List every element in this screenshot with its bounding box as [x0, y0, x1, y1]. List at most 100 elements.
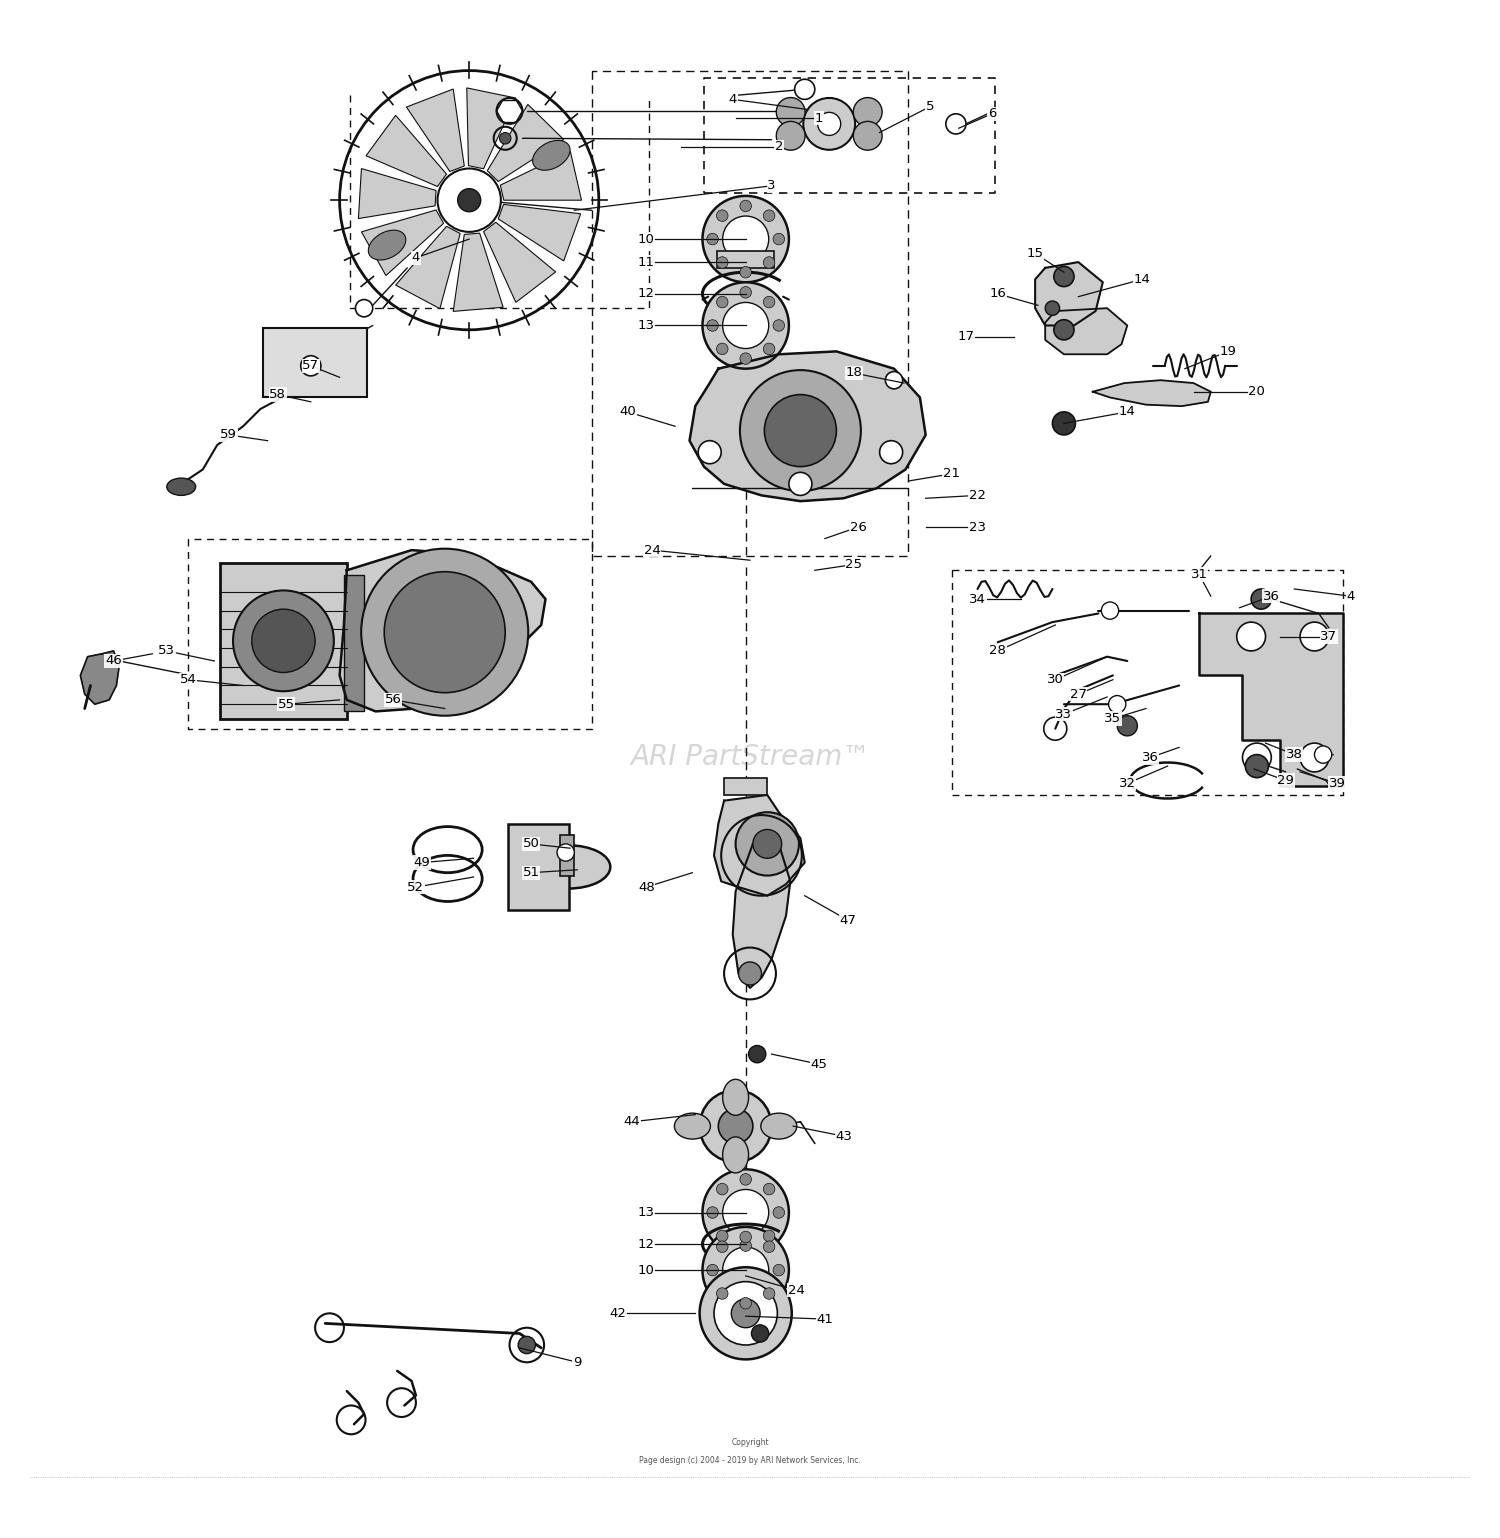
Text: 6: 6	[987, 108, 996, 120]
Ellipse shape	[532, 140, 570, 171]
Text: 58: 58	[268, 388, 286, 401]
Circle shape	[702, 283, 789, 369]
Text: 26: 26	[849, 520, 867, 534]
Circle shape	[1236, 621, 1266, 651]
Circle shape	[699, 1090, 771, 1163]
Polygon shape	[714, 795, 804, 895]
Circle shape	[706, 1207, 718, 1218]
Circle shape	[1053, 412, 1076, 435]
Circle shape	[1251, 589, 1272, 609]
Circle shape	[702, 1227, 789, 1313]
Ellipse shape	[369, 231, 407, 260]
Circle shape	[717, 343, 728, 355]
Circle shape	[384, 572, 506, 692]
Text: 36: 36	[1263, 589, 1280, 603]
Text: 4: 4	[411, 251, 420, 265]
Circle shape	[1054, 266, 1074, 286]
Text: 50: 50	[522, 837, 540, 851]
Text: 16: 16	[988, 288, 1006, 300]
Circle shape	[723, 1247, 768, 1293]
Circle shape	[804, 98, 855, 149]
Text: 39: 39	[1329, 777, 1346, 791]
Polygon shape	[483, 223, 555, 303]
Text: 19: 19	[1220, 345, 1236, 358]
Circle shape	[777, 97, 806, 126]
Text: 9: 9	[573, 1357, 582, 1369]
Text: 36: 36	[1142, 751, 1160, 764]
Circle shape	[740, 1240, 752, 1252]
Circle shape	[765, 395, 837, 466]
Circle shape	[706, 234, 718, 245]
Circle shape	[717, 209, 728, 221]
Text: 4: 4	[1347, 589, 1354, 603]
Circle shape	[772, 1207, 784, 1218]
Circle shape	[717, 257, 728, 268]
Polygon shape	[488, 105, 564, 181]
Polygon shape	[501, 151, 582, 200]
Text: 2: 2	[774, 140, 783, 154]
Circle shape	[1300, 743, 1329, 772]
Circle shape	[1242, 743, 1272, 772]
Circle shape	[706, 320, 718, 331]
Polygon shape	[358, 169, 436, 218]
Circle shape	[717, 1230, 728, 1241]
Circle shape	[764, 1287, 776, 1300]
Text: 41: 41	[816, 1312, 834, 1326]
Circle shape	[764, 1241, 776, 1252]
Text: 31: 31	[1191, 568, 1208, 581]
Circle shape	[300, 355, 321, 375]
Circle shape	[764, 297, 776, 308]
Circle shape	[740, 200, 752, 212]
Text: 37: 37	[1320, 631, 1338, 643]
Polygon shape	[690, 351, 926, 501]
Text: 56: 56	[384, 694, 402, 706]
Circle shape	[772, 1264, 784, 1277]
Circle shape	[362, 549, 528, 715]
Circle shape	[764, 209, 776, 221]
Circle shape	[1108, 695, 1126, 712]
Text: 44: 44	[624, 1115, 640, 1129]
Text: 49: 49	[414, 857, 430, 869]
Circle shape	[714, 1281, 777, 1346]
Ellipse shape	[723, 1137, 748, 1173]
Text: 10: 10	[638, 232, 656, 246]
Text: 46: 46	[105, 655, 122, 667]
Circle shape	[738, 961, 762, 984]
Text: 43: 43	[836, 1130, 852, 1143]
Text: 18: 18	[844, 366, 862, 380]
Text: 13: 13	[638, 1206, 656, 1220]
Circle shape	[1118, 715, 1137, 735]
Circle shape	[735, 812, 800, 875]
Text: ARI PartStream™: ARI PartStream™	[630, 743, 870, 772]
Circle shape	[885, 372, 903, 389]
Text: 30: 30	[1047, 674, 1064, 686]
Text: Copyright: Copyright	[730, 1438, 770, 1447]
Text: 53: 53	[159, 644, 176, 657]
Bar	[509, 824, 568, 910]
Circle shape	[1046, 301, 1059, 315]
Polygon shape	[1046, 308, 1128, 354]
Text: 11: 11	[638, 255, 656, 269]
Text: 33: 33	[1056, 707, 1072, 721]
Text: 1: 1	[815, 112, 824, 125]
Circle shape	[772, 320, 784, 331]
Text: 12: 12	[638, 1238, 656, 1250]
Circle shape	[748, 1046, 766, 1063]
Circle shape	[764, 1230, 776, 1241]
Text: 12: 12	[638, 288, 656, 300]
Text: 54: 54	[180, 674, 196, 686]
Bar	[717, 251, 774, 268]
Circle shape	[718, 1109, 753, 1143]
Text: 24: 24	[644, 543, 660, 557]
Circle shape	[752, 1324, 768, 1343]
Circle shape	[740, 266, 752, 278]
Circle shape	[1245, 755, 1269, 778]
Circle shape	[764, 1183, 776, 1195]
Circle shape	[706, 1264, 718, 1277]
Circle shape	[1300, 621, 1329, 651]
Text: 45: 45	[810, 1058, 828, 1070]
Text: 24: 24	[788, 1284, 804, 1297]
Polygon shape	[362, 209, 444, 275]
Text: 48: 48	[638, 881, 654, 894]
Circle shape	[496, 98, 522, 125]
